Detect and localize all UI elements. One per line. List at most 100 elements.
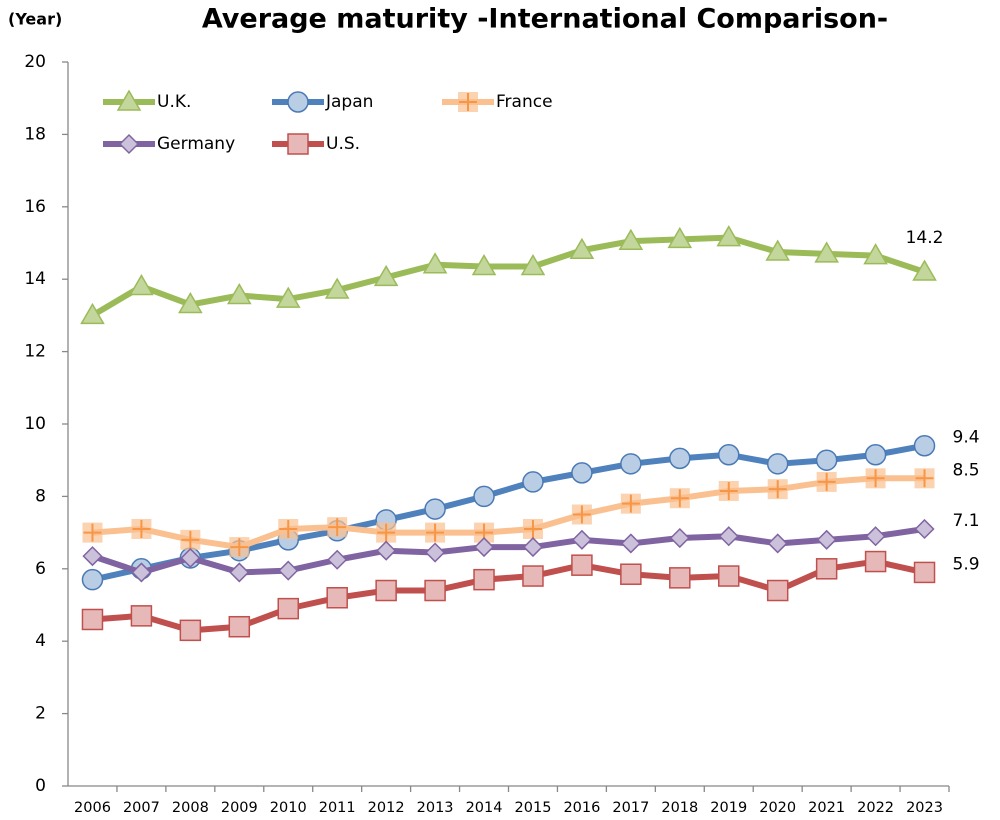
data-point [620,533,641,554]
data-point [471,254,497,276]
legend-label: U.S. [326,134,360,154]
data-point [669,567,691,589]
x-tick-label: 2013 [417,800,454,816]
y-tick-label: 16 [24,197,46,217]
x-tick-label: 2009 [221,800,258,816]
data-point [618,228,644,250]
series-line [91,526,925,576]
y-tick-label: 14 [24,269,46,289]
data-point [277,597,299,620]
data-point [422,252,448,274]
x-tick-label: 2012 [368,800,405,816]
data-point [178,292,203,314]
data-point [473,485,495,508]
data-point [669,447,691,470]
y-tick-label: 4 [35,631,46,651]
data-point [473,537,495,558]
data-point [766,453,789,475]
x-tick-label: 2018 [661,800,698,816]
data-point [278,518,299,539]
data-point [716,225,742,247]
data-point [425,522,446,543]
y-tick-label: 10 [24,414,46,434]
data-point [425,542,446,563]
data-point [275,286,301,308]
data-point [82,522,103,543]
data-point [865,526,886,547]
y-tick-label: 18 [24,124,46,144]
data-point [766,579,789,602]
data-point [816,529,837,550]
x-tick-label: 2014 [466,800,503,816]
end-value-label: 7.1 [953,511,980,531]
data-point [327,517,348,538]
data-point [864,550,887,573]
data-point [130,605,153,627]
x-tick-label: 2020 [759,800,796,816]
legend-label: Germany [157,134,235,154]
x-tick-label: 2010 [270,800,307,816]
data-point [767,533,788,554]
data-point [667,226,693,249]
x-tick-label: 2016 [563,800,600,816]
legend-marker [287,133,309,155]
data-point [864,444,887,466]
data-point [815,558,838,580]
data-point [913,434,936,457]
y-tick-label: 6 [35,559,46,579]
data-point [620,493,641,514]
data-point [865,468,886,489]
data-point [131,518,152,539]
data-point [179,619,202,642]
end-value-label: 9.4 [953,428,980,448]
data-point [863,243,888,265]
data-point [767,479,788,500]
data-point [373,264,399,287]
data-point [324,277,350,299]
data-point [814,241,839,263]
x-tick-label: 2015 [515,800,552,816]
x-tick-label: 2023 [906,800,943,816]
y-tick-label: 12 [24,342,46,362]
end-value-label: 14.2 [906,228,944,248]
y-tick-label: 2 [35,704,46,724]
data-point [424,579,446,602]
legend-label: U.K. [157,92,191,112]
legend-marker [458,92,478,112]
data-point [815,449,838,471]
data-point [180,547,201,569]
data-point [620,453,642,475]
data-point [569,237,595,259]
end-value-label: 5.9 [953,554,980,574]
data-point [914,468,935,489]
data-point [473,568,495,591]
data-point [718,526,739,547]
x-tick-label: 2022 [857,800,894,816]
data-point [912,259,937,281]
data-point [913,561,936,584]
data-point [376,540,397,561]
chart-title: Average maturity -International Comparis… [202,4,888,35]
data-point [375,579,397,602]
data-point [571,529,592,550]
y-tick-label: 8 [35,486,46,506]
data-point [131,562,152,583]
series-line [91,442,926,583]
legend-label: France [496,92,553,112]
x-tick-label: 2019 [710,800,747,816]
data-point [765,239,790,261]
data-point [522,537,544,558]
data-point [816,471,837,492]
data-point [326,587,348,609]
data-point [228,615,251,638]
data-point [571,462,593,484]
legend-marker [116,89,142,111]
data-point [669,527,690,549]
data-point [81,568,104,591]
data-point [229,562,250,583]
data-point [571,554,593,576]
x-tick-label: 2008 [172,800,209,816]
data-point [82,546,103,567]
y-tick-label: 20 [24,52,46,72]
